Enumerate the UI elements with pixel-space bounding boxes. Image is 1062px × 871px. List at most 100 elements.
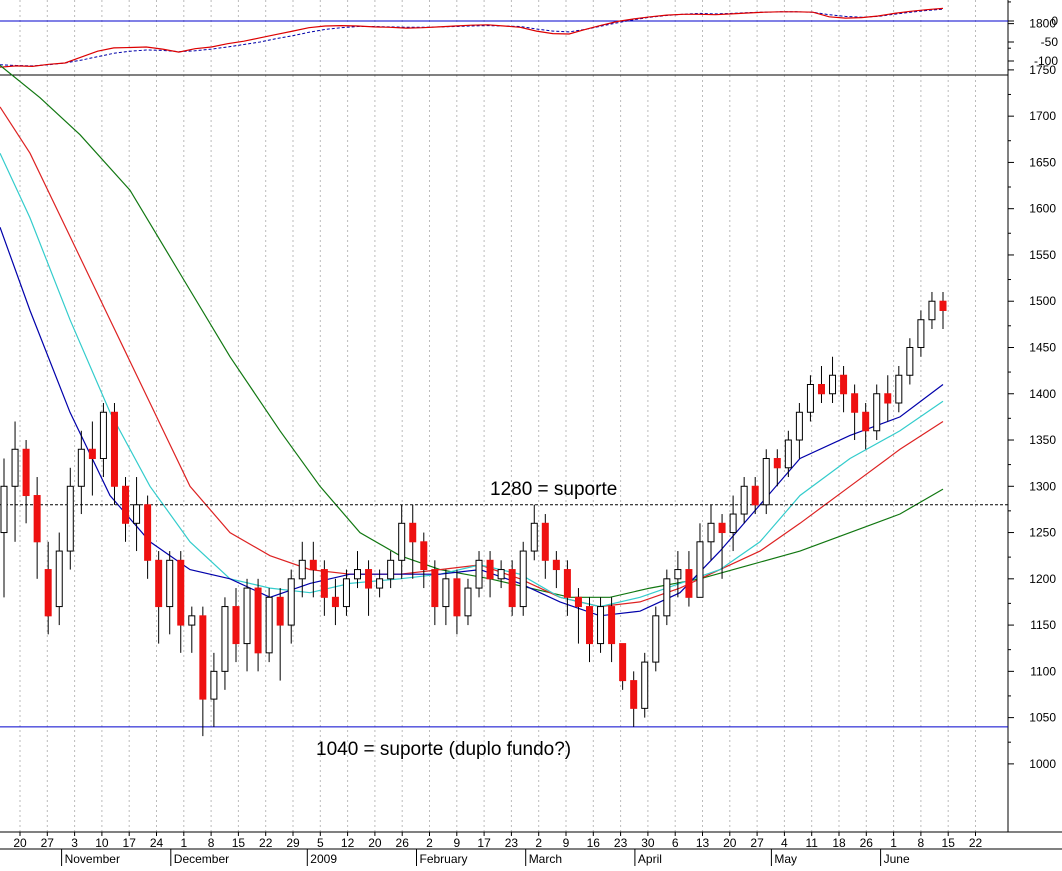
moving-average-long xyxy=(0,106,944,608)
support-label-1040: 1040 = suporte (duplo fundo?) xyxy=(316,739,571,760)
candle-body xyxy=(342,578,350,608)
candle-body xyxy=(110,411,118,487)
price-tick-label: 1800 xyxy=(1029,17,1056,31)
candle-body xyxy=(331,596,339,608)
price-tick-label: 1050 xyxy=(1029,711,1056,725)
candle-body xyxy=(530,522,538,552)
candle-body xyxy=(298,559,306,580)
candle-body xyxy=(707,522,715,543)
oscillator-tick-label: -50 xyxy=(1041,35,1059,49)
candle-body xyxy=(475,559,483,589)
x-month-label: March xyxy=(529,852,562,866)
x-day-label: 16 xyxy=(587,836,601,850)
price-tick-label: 1500 xyxy=(1029,294,1056,308)
candle-body xyxy=(11,448,19,487)
x-day-label: 15 xyxy=(232,836,246,850)
candle-body xyxy=(122,485,130,524)
candle-body xyxy=(851,393,859,413)
candle-body xyxy=(243,587,251,645)
candle-body xyxy=(597,606,605,645)
x-day-label: 9 xyxy=(453,836,460,850)
x-day-label: 12 xyxy=(341,836,355,850)
candle-body xyxy=(806,384,814,413)
candle-body xyxy=(144,504,152,561)
price-tick-label: 1100 xyxy=(1030,664,1056,678)
x-day-label: 17 xyxy=(477,836,491,850)
price-tick-label: 1200 xyxy=(1029,572,1056,586)
price-tick-label: 1400 xyxy=(1029,387,1056,401)
x-day-label: 23 xyxy=(614,836,628,850)
candle-body xyxy=(641,661,649,709)
candle-body xyxy=(33,495,41,543)
x-day-label: 26 xyxy=(396,836,410,850)
candle-body xyxy=(630,680,638,709)
candle-body xyxy=(88,448,96,460)
candle-body xyxy=(365,569,373,589)
candle-body xyxy=(939,300,947,311)
candle-body xyxy=(398,522,406,561)
moving-average-mid xyxy=(0,152,944,608)
candle-body xyxy=(751,485,759,506)
candle-body xyxy=(519,550,527,608)
candle-body xyxy=(773,458,781,469)
x-day-label: 30 xyxy=(641,836,655,850)
candle-body xyxy=(829,374,837,395)
x-day-label: 13 xyxy=(696,836,710,850)
candle-body xyxy=(762,458,770,506)
candle-body xyxy=(674,569,682,580)
price-tick-label: 1650 xyxy=(1029,155,1056,169)
candle-body xyxy=(133,504,141,524)
x-month-label: 2009 xyxy=(310,852,337,866)
x-day-label: 22 xyxy=(259,836,273,850)
price-tick-label: 1300 xyxy=(1029,479,1056,493)
x-day-label: 6 xyxy=(672,836,679,850)
price-tick-label: 1250 xyxy=(1029,526,1056,540)
candle-body xyxy=(232,606,240,645)
price-tick-label: 1450 xyxy=(1029,340,1056,354)
candle-body xyxy=(840,374,848,395)
candle-body xyxy=(663,578,671,617)
price-axis: 1000 1050 1100 1150 1200 1250 1300 1350 1400 1450… xyxy=(1008,1,1056,771)
price-tick-label: 1150 xyxy=(1030,618,1056,632)
candle-body xyxy=(320,569,328,598)
candle-body xyxy=(906,346,914,376)
candle-body xyxy=(464,587,472,617)
oscillator-axis: 0 -50 -100 xyxy=(1008,14,1058,68)
candle-body xyxy=(508,569,516,608)
candle-body xyxy=(77,448,85,487)
x-month-label: June xyxy=(884,852,910,866)
candle-body xyxy=(685,569,693,598)
candle-body xyxy=(563,569,571,598)
x-month-label: February xyxy=(420,852,468,866)
price-tick-label: 1750 xyxy=(1029,63,1056,77)
candle-body xyxy=(740,485,748,515)
x-day-label: 27 xyxy=(41,836,55,850)
x-day-label: 17 xyxy=(123,836,137,850)
x-day-label: 23 xyxy=(505,836,519,850)
candle-body xyxy=(99,411,107,460)
x-axis: 20 27 3 10 17 24 1 8 15 22 29 5 12 20 26 2 9 17 23 2 9 16 23 30… xyxy=(0,832,1062,866)
x-day-label: 15 xyxy=(942,836,956,850)
candle-body xyxy=(895,374,903,404)
candle-body xyxy=(442,578,450,608)
price-tick-label: 1600 xyxy=(1029,202,1056,216)
candle-body xyxy=(254,587,262,654)
x-day-label: 27 xyxy=(750,836,764,850)
candle-body xyxy=(431,569,439,608)
candle-body xyxy=(210,670,218,700)
candle-body xyxy=(608,606,616,645)
x-day-label: 20 xyxy=(13,836,27,850)
candle-body xyxy=(696,541,704,598)
x-day-label: 10 xyxy=(95,836,109,850)
candle-body xyxy=(409,522,417,543)
candle-body xyxy=(199,615,207,700)
x-day-label: 8 xyxy=(918,836,925,850)
candle-body xyxy=(817,384,825,395)
support-label-1280: 1280 = suporte xyxy=(490,479,617,500)
candle-body xyxy=(376,578,384,589)
x-day-label: 5 xyxy=(317,836,324,850)
candle-body xyxy=(188,615,196,626)
candle-body xyxy=(585,606,593,645)
candle-body xyxy=(574,596,582,608)
